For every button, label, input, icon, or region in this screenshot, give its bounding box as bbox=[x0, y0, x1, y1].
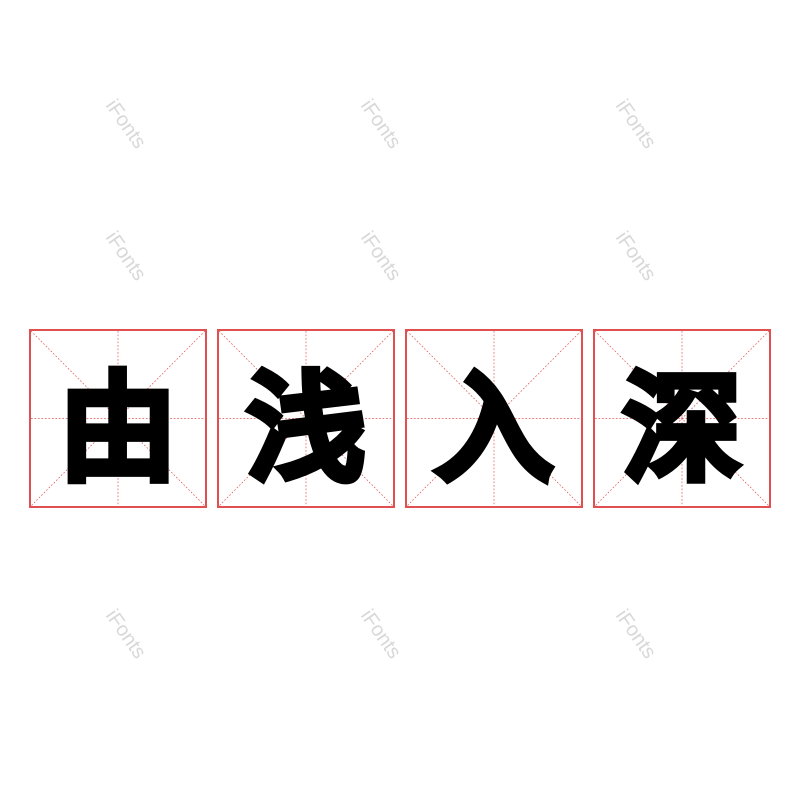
character-glyph: 入 bbox=[432, 357, 556, 501]
mi-grid-guides bbox=[595, 331, 769, 506]
character-glyph: 浅 bbox=[244, 357, 368, 501]
watermark: iFonts bbox=[611, 605, 661, 663]
mi-grid-guides bbox=[31, 331, 205, 506]
watermark: iFonts bbox=[356, 95, 406, 153]
mi-grid-guides bbox=[219, 331, 393, 506]
mi-grid-guides bbox=[407, 331, 581, 506]
character-grid-cell: 入 bbox=[405, 329, 583, 508]
watermark: iFonts bbox=[611, 227, 661, 285]
character-grid-cell: 由 bbox=[29, 329, 207, 508]
watermark: iFonts bbox=[356, 605, 406, 663]
watermark: iFonts bbox=[101, 95, 151, 153]
character-glyph: 深 bbox=[620, 357, 744, 501]
character-grid-cell: 深 bbox=[593, 329, 771, 508]
watermark: iFonts bbox=[356, 227, 406, 285]
watermark: iFonts bbox=[101, 605, 151, 663]
character-glyph: 由 bbox=[56, 357, 180, 501]
watermark: iFonts bbox=[101, 227, 151, 285]
watermark: iFonts bbox=[611, 95, 661, 153]
character-grid-cell: 浅 bbox=[217, 329, 395, 508]
